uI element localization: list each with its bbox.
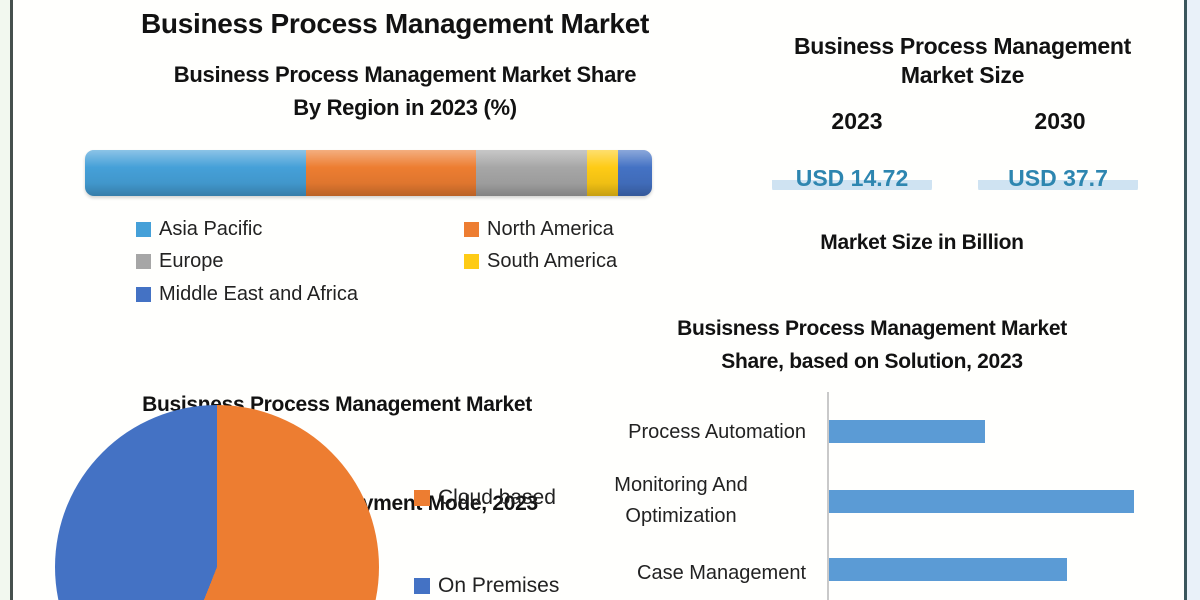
solution-chart-title-line2: Share, based on Solution, 2023 (721, 350, 1023, 373)
legend-label: South America (487, 250, 618, 272)
europe-swatch (136, 254, 151, 269)
solution-bar (829, 420, 985, 443)
left-border-line (10, 0, 13, 600)
legend-label: Asia Pacific (159, 218, 263, 240)
solution-category-label-line2: Optimization (625, 505, 737, 527)
legend-item-north-america: North America (464, 218, 614, 241)
middle-east-africa-swatch (136, 287, 151, 302)
solution-bar (829, 558, 1067, 581)
legend-item-on-premises: On Premises (414, 574, 559, 598)
right-border-line (1184, 0, 1187, 600)
region-bar-segment (306, 150, 477, 196)
region-bar-segment (476, 150, 587, 196)
legend-item-cloud-based: Cloud based (414, 486, 556, 510)
legend-label: Cloud based (438, 486, 556, 509)
left-edge-strip (0, 0, 10, 600)
region-chart-title: Business Process Management Market Share… (105, 58, 705, 124)
solution-category-label: Case Management (637, 562, 806, 584)
solution-chart-title: Busisness Process Management Market Shar… (622, 312, 1122, 378)
solution-bar (829, 490, 1134, 513)
region-chart-title-line2: By Region in 2023 (%) (293, 95, 517, 120)
solution-category-label-line1: Monitoring And (614, 474, 748, 496)
north-america-swatch (464, 222, 479, 237)
page-title: Business Process Management Market (140, 8, 649, 39)
year-2030-label: 2030 (1034, 108, 1086, 134)
market-size-title-line2: Market Size (900, 62, 1025, 88)
market-size-value-2023: USD 14.72 (772, 165, 932, 192)
market-size-title-line1: Business Process Management (793, 33, 1132, 59)
region-bar-segment (617, 150, 652, 196)
year-2023-label: 2023 (831, 108, 883, 134)
legend-label: North America (487, 218, 614, 240)
on-premises-swatch (414, 578, 430, 594)
legend-item-asia-pacific: Asia Pacific (136, 218, 262, 241)
south-america-swatch (464, 254, 479, 269)
region-chart-title-line1: Business Process Management Market Share (173, 62, 637, 87)
market-size-value-2030: USD 37.7 (978, 165, 1138, 192)
legend-label: Middle East and Africa (159, 283, 358, 305)
region-bar-segment (586, 150, 618, 196)
solution-chart-title-line1: Busisness Process Management Market (677, 317, 1067, 340)
asia-pacific-swatch (136, 222, 151, 237)
market-size-title: Business Process Management Market Size (760, 32, 1165, 90)
legend-item-south-america: South America (464, 250, 617, 273)
solution-category-label: Process Automation (628, 421, 806, 443)
deployment-chart-title-line1: Busisness Process Management Market (142, 393, 532, 416)
legend-label: Europe (159, 250, 224, 272)
market-size-caption: Market Size in Billion (820, 231, 1024, 254)
solution-category-label: Monitoring And Optimization (556, 470, 806, 532)
legend-label: On Premises (438, 574, 560, 597)
region-bar-segment (85, 150, 307, 196)
right-edge-strip (1187, 0, 1200, 600)
legend-item-europe: Europe (136, 250, 224, 273)
region-stacked-bar (85, 150, 652, 196)
legend-item-middle-east-africa: Middle East and Africa (136, 283, 358, 306)
solution-chart-axis (827, 392, 829, 600)
cloud-based-swatch (414, 490, 430, 506)
